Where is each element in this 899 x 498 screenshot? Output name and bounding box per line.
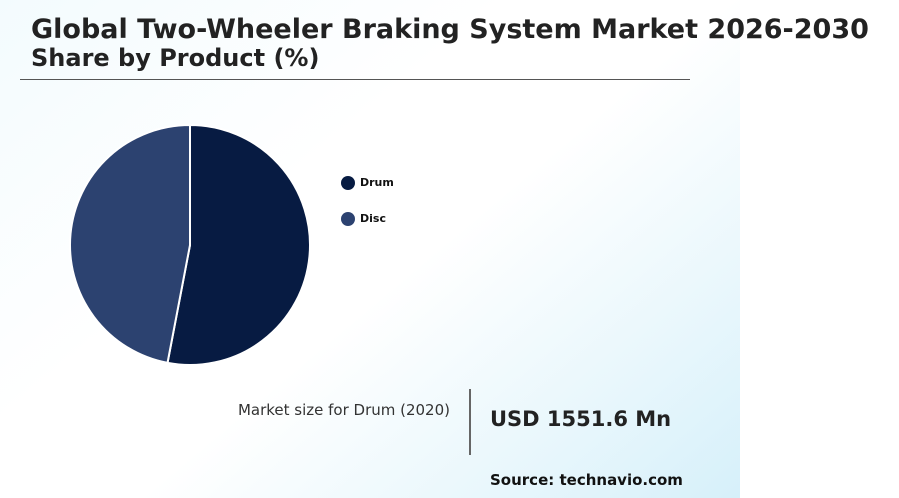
chart-subtitle: Share by Product (%) [31, 44, 320, 72]
legend-swatch-disc [341, 212, 355, 226]
title-divider [20, 79, 690, 80]
pie-slice-disc [69, 123, 191, 365]
market-size-label: Market size for Drum (2020) [237, 401, 450, 419]
chart-title: Global Two-Wheeler Braking System Market… [31, 14, 869, 45]
market-size-divider [469, 389, 471, 455]
legend-swatch-drum [341, 176, 355, 190]
pie-slice-drum [166, 123, 311, 366]
legend-label-disc: Disc [360, 212, 386, 225]
legend-label-drum: Drum [360, 176, 394, 189]
source-credit: Source: technavio.com [490, 471, 683, 489]
market-size-value: USD 1551.6 Mn [490, 407, 672, 431]
pie-chart [69, 123, 311, 366]
